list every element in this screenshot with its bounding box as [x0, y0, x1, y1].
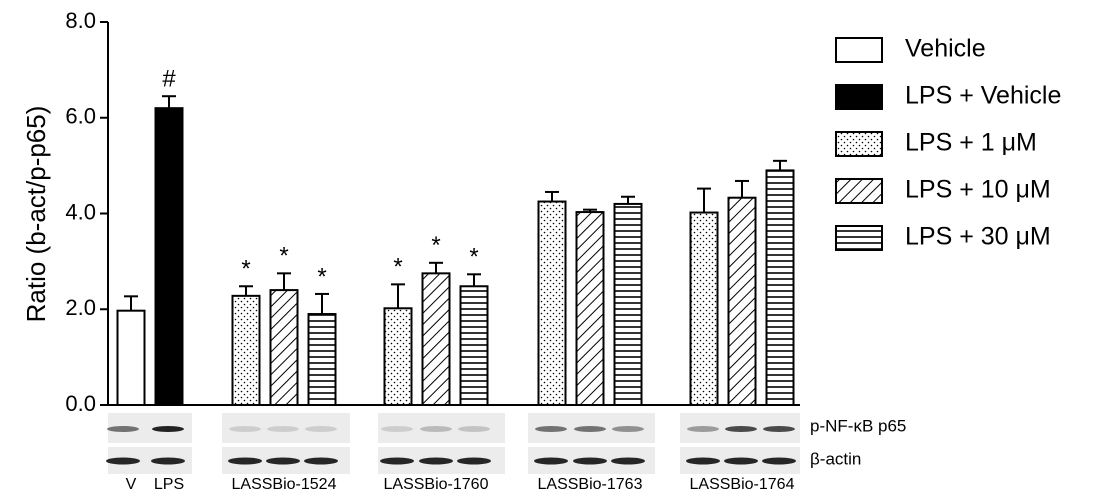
blot-band: [687, 426, 719, 432]
blot-band: [762, 458, 796, 465]
blot-band: [725, 426, 757, 432]
significance-mark: #: [162, 66, 176, 93]
significance-mark: *: [469, 244, 478, 271]
legend-label: LPS + 30 μM: [905, 223, 1051, 251]
blot-band: [457, 458, 491, 465]
legend-label: Vehicle: [905, 35, 986, 63]
legend-label: LPS + Vehicle: [905, 82, 1061, 110]
blot-band: [535, 426, 567, 432]
y-tick-label: 6.0: [65, 104, 96, 129]
blot-band: [229, 426, 261, 432]
blot-band: [612, 426, 644, 432]
legend-swatch: [836, 179, 882, 203]
bar: [385, 308, 412, 405]
bar: [615, 204, 642, 405]
y-tick-label: 4.0: [65, 199, 96, 224]
legend-label: LPS + 10 μM: [905, 176, 1051, 204]
blot-band: [419, 458, 453, 465]
blot-band: [724, 458, 758, 465]
western-blot: [106, 413, 800, 474]
blot-band: [574, 426, 606, 432]
blot-band: [763, 426, 795, 432]
blot-band: [106, 458, 140, 465]
significance-mark: *: [431, 232, 440, 259]
blot-band: [573, 458, 607, 465]
bar: [729, 198, 756, 405]
bar: [233, 296, 260, 405]
x-tick-label: LPS: [154, 476, 184, 493]
significance-mark: *: [241, 256, 250, 283]
blot-band: [686, 458, 720, 465]
blot-band: [267, 426, 299, 432]
y-tick-label: 8.0: [65, 8, 96, 33]
bar: [309, 314, 336, 405]
blot-band: [380, 458, 414, 465]
bar: [156, 108, 183, 405]
chart: Ratio (b-act/p-p65) 0.0 2.0 4.0 6.0 8.0 p-NF-…: [0, 0, 1096, 493]
blot-band: [458, 426, 490, 432]
legend-swatch: [836, 226, 882, 250]
significance-mark: *: [279, 243, 288, 270]
legend-swatch: [836, 132, 882, 156]
y-tick-label: 2.0: [65, 295, 96, 320]
legend-swatch: [836, 38, 882, 62]
blot-label: β-actin: [810, 449, 861, 468]
x-tick-label: LASSBio-1763: [538, 476, 643, 493]
blot-label: p-NF-κB p65: [810, 416, 906, 435]
bar: [539, 202, 566, 405]
x-tick-label: LASSBio-1524: [232, 476, 337, 493]
blot-band: [420, 426, 452, 432]
blot-band: [534, 458, 568, 465]
significance-mark: *: [317, 263, 326, 290]
bar: [118, 311, 145, 405]
blot-band: [228, 458, 262, 465]
blot-band: [305, 426, 337, 432]
blot-band: [151, 458, 185, 465]
x-tick-label: LASSBio-1760: [384, 476, 489, 493]
bar: [577, 212, 604, 405]
x-tick-label: LASSBio-1764: [690, 476, 795, 493]
blot-band: [266, 458, 300, 465]
blot-band: [381, 426, 413, 432]
bar: [423, 273, 450, 405]
bar: [691, 213, 718, 405]
blot-band: [152, 426, 184, 432]
bar: [461, 286, 488, 405]
bar: [767, 170, 794, 405]
y-axis-label: Ratio (b-act/p-p65): [21, 106, 51, 323]
blot-band: [611, 458, 645, 465]
blot-band: [107, 426, 139, 432]
significance-mark: *: [393, 254, 402, 281]
x-tick-label: V: [126, 476, 137, 493]
y-tick-label: 0.0: [65, 391, 96, 416]
legend-label: LPS + 1 μM: [905, 129, 1037, 157]
legend-swatch: [836, 85, 882, 109]
blot-band: [304, 458, 338, 465]
bar: [271, 290, 298, 405]
